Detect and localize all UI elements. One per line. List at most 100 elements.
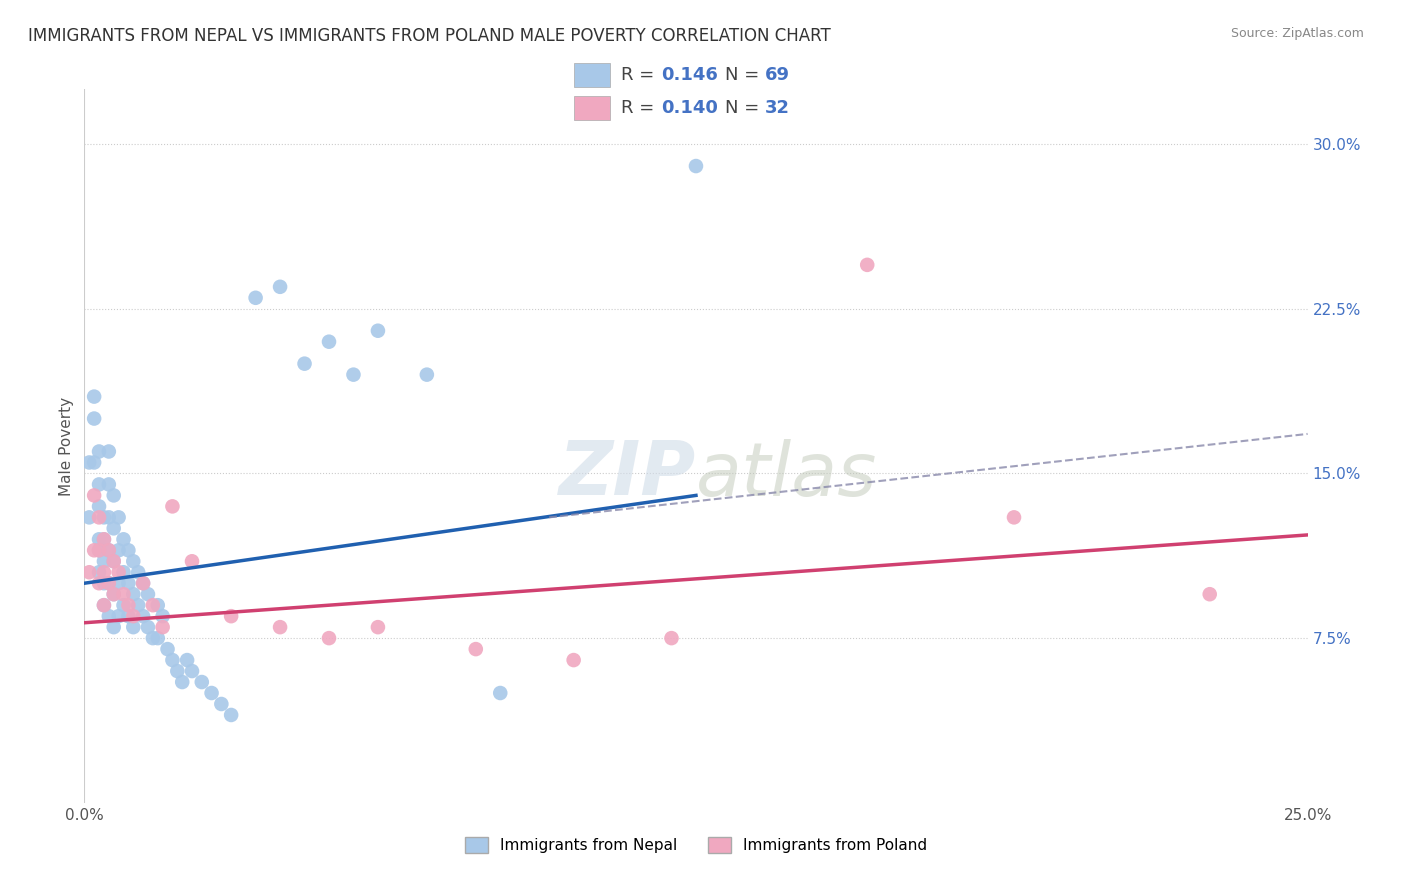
- Point: [77, 566, 100, 580]
- Point: [112, 587, 135, 601]
- Point: [103, 620, 125, 634]
- Point: [142, 631, 165, 645]
- Point: [562, 653, 585, 667]
- Point: [87, 477, 110, 491]
- Point: [97, 444, 120, 458]
- Point: [93, 510, 115, 524]
- Point: [83, 543, 105, 558]
- Point: [176, 653, 198, 667]
- Point: [103, 587, 125, 601]
- Point: [103, 554, 125, 568]
- Point: [152, 609, 174, 624]
- Point: [97, 576, 120, 591]
- Y-axis label: Male Poverty: Male Poverty: [59, 396, 75, 496]
- Point: [132, 609, 155, 624]
- Legend: Immigrants from Nepal, Immigrants from Poland: Immigrants from Nepal, Immigrants from P…: [458, 831, 934, 859]
- Text: N =: N =: [725, 99, 765, 117]
- Point: [162, 653, 184, 667]
- Point: [856, 258, 879, 272]
- Point: [83, 488, 105, 502]
- Point: [93, 533, 115, 547]
- Point: [156, 642, 179, 657]
- Text: ZIP: ZIP: [558, 438, 696, 511]
- Point: [97, 609, 120, 624]
- Point: [112, 533, 135, 547]
- Point: [127, 598, 149, 612]
- Text: R =: R =: [621, 66, 661, 84]
- Point: [318, 334, 340, 349]
- Point: [132, 576, 155, 591]
- Point: [112, 566, 135, 580]
- Point: [181, 664, 204, 678]
- Point: [152, 620, 174, 634]
- Point: [83, 455, 105, 469]
- Point: [191, 675, 214, 690]
- Text: N =: N =: [725, 66, 765, 84]
- Point: [97, 543, 120, 558]
- Point: [219, 708, 242, 723]
- Point: [117, 543, 139, 558]
- Point: [117, 576, 139, 591]
- Point: [219, 609, 242, 624]
- Point: [87, 543, 110, 558]
- Point: [112, 598, 135, 612]
- Point: [77, 455, 100, 469]
- Point: [685, 159, 707, 173]
- Text: 0.140: 0.140: [661, 99, 717, 117]
- Point: [146, 598, 169, 612]
- Point: [107, 609, 129, 624]
- Point: [136, 587, 159, 601]
- Point: [93, 533, 115, 547]
- Point: [97, 543, 120, 558]
- Point: [87, 576, 110, 591]
- Point: [132, 576, 155, 591]
- Point: [122, 609, 145, 624]
- Point: [107, 510, 129, 524]
- Point: [87, 533, 110, 547]
- Point: [1198, 587, 1220, 601]
- Bar: [574, 62, 610, 87]
- Point: [107, 566, 129, 580]
- Point: [107, 543, 129, 558]
- Point: [122, 554, 145, 568]
- Bar: [574, 96, 610, 120]
- Point: [367, 620, 389, 634]
- Text: 69: 69: [765, 66, 790, 84]
- Point: [103, 587, 125, 601]
- Point: [103, 521, 125, 535]
- Point: [661, 631, 683, 645]
- Point: [122, 587, 145, 601]
- Point: [181, 554, 204, 568]
- Point: [166, 664, 188, 678]
- Point: [117, 609, 139, 624]
- Point: [318, 631, 340, 645]
- Point: [269, 280, 291, 294]
- Point: [122, 620, 145, 634]
- Point: [87, 543, 110, 558]
- Point: [367, 324, 389, 338]
- Text: IMMIGRANTS FROM NEPAL VS IMMIGRANTS FROM POLAND MALE POVERTY CORRELATION CHART: IMMIGRANTS FROM NEPAL VS IMMIGRANTS FROM…: [28, 27, 831, 45]
- Point: [83, 390, 105, 404]
- Text: Source: ZipAtlas.com: Source: ZipAtlas.com: [1230, 27, 1364, 40]
- Point: [107, 576, 129, 591]
- Point: [87, 510, 110, 524]
- Point: [93, 576, 115, 591]
- Point: [93, 598, 115, 612]
- Point: [97, 477, 120, 491]
- Point: [127, 566, 149, 580]
- Point: [1002, 510, 1025, 524]
- Point: [146, 631, 169, 645]
- Text: atlas: atlas: [696, 439, 877, 510]
- Point: [77, 510, 100, 524]
- Point: [464, 642, 486, 657]
- Point: [103, 488, 125, 502]
- Point: [416, 368, 439, 382]
- Point: [489, 686, 512, 700]
- Point: [87, 566, 110, 580]
- Text: R =: R =: [621, 99, 661, 117]
- Point: [93, 554, 115, 568]
- Point: [136, 620, 159, 634]
- Point: [103, 554, 125, 568]
- Point: [200, 686, 222, 700]
- Text: 0.146: 0.146: [661, 66, 717, 84]
